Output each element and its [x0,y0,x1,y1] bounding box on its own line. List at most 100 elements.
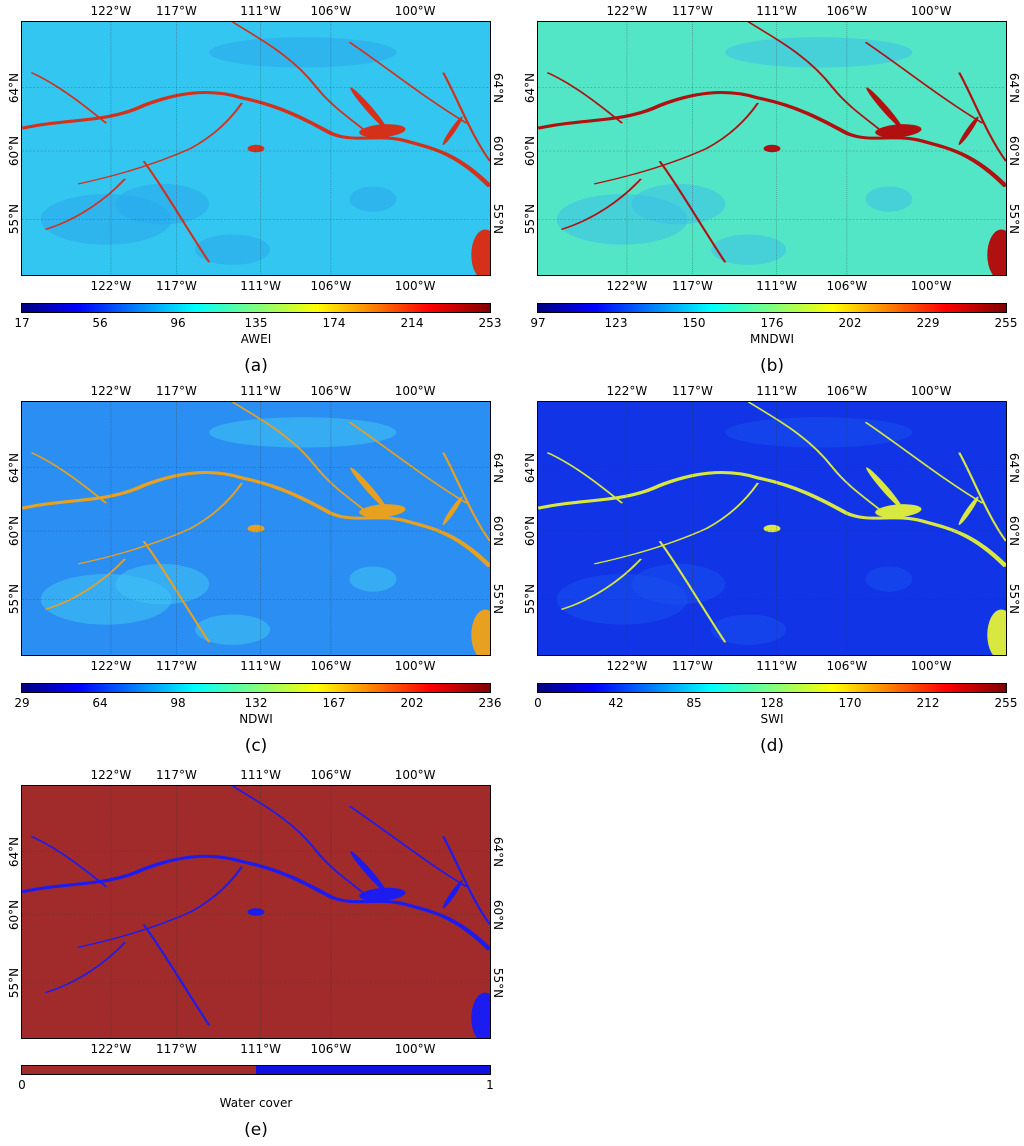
lon-label-bot: 117°W [156,279,197,293]
colorbar-tick-label: 253 [478,316,502,330]
lon-label-bot: 111°W [756,279,798,293]
lon-label-top: 111°W [240,4,282,18]
river-line [30,835,108,888]
lon-label-bot: 100°W [394,279,436,293]
map-d [537,401,1007,656]
colorbar-tick-label: 167 [322,696,346,710]
lat-label-left: 60°N [7,515,21,547]
river-line [22,91,490,188]
colorbar-b [537,303,1007,313]
river-line [442,72,490,162]
lon-label-top: 122°W [90,4,132,18]
colorbar-tick-label: 174 [322,316,346,330]
river-line [546,72,624,124]
land-patch [195,234,271,265]
colorbar-tick-label: 17 [14,316,30,330]
lon-label-top: 106°W [310,768,352,782]
river-line [44,178,127,231]
river-line [348,41,468,124]
colorbar-tick-label: 236 [478,696,502,710]
lat-label-left: 60°N [523,135,537,167]
lon-label-bot: 106°W [310,1042,352,1056]
lon-label-bot: 117°W [156,1042,197,1056]
colorbar-segment-1 [256,1066,490,1074]
lon-label-bot: 111°W [756,659,798,673]
river-line [348,421,468,504]
land-patch [209,417,397,448]
lon-label-top: 122°W [90,768,132,782]
lat-label-right: 60°N [1007,135,1021,167]
colorbar-tick-label: 255 [994,696,1018,710]
colorbar-tick-label: 132 [244,696,268,710]
panel-caption: (d) [759,736,785,756]
lake-shape [866,87,903,129]
lat-label-left: 64°N [523,72,537,103]
colorbar-gradient [538,684,1006,692]
river-line [231,786,370,898]
river-line [958,452,1006,542]
lon-label-bot: 111°W [240,279,282,293]
colorbar-tick-label: 98 [170,696,186,710]
river-line [538,471,1006,568]
colorbar-segment-0 [22,1066,256,1074]
river-line [142,924,211,1026]
lake-shape [359,504,406,518]
lon-label-bot: 100°W [394,1042,436,1056]
lon-label-top: 117°W [672,4,713,18]
lake-shape [442,116,463,146]
land-patch [711,234,787,265]
lake-shape [359,124,406,138]
lat-label-right: 64°N [491,836,505,867]
lon-label-bot: 122°W [90,279,132,293]
lat-label-right: 60°N [1007,515,1021,547]
colorbar-gradient [538,304,1006,312]
lat-label-right: 64°N [1007,72,1021,103]
lon-label-bot: 117°W [672,279,713,293]
river-line [30,72,108,124]
lake-shape [866,467,903,509]
lat-label-right: 55°N [1007,584,1021,615]
river-line [442,836,490,925]
colorbar-gradient [22,304,490,312]
colorbar-title: SWI [760,712,784,726]
lon-label-top: 117°W [156,4,197,18]
river-line [44,558,127,611]
lon-label-bot: 122°W [90,659,132,673]
lon-label-top: 106°W [826,4,868,18]
colorbar-tick-label: 56 [92,316,108,330]
river-line [22,854,490,951]
lon-label-top: 111°W [240,768,282,782]
lon-label-top: 117°W [156,384,197,398]
lon-label-bot: 106°W [310,659,352,673]
panel-caption: (c) [244,736,268,756]
colorbar-e [21,1065,491,1075]
land-patch [631,183,726,225]
river-line [44,941,127,994]
lat-label-left: 55°N [523,204,537,235]
lake-shape [442,496,463,526]
lon-label-bot: 122°W [606,659,648,673]
river-line [658,540,727,643]
river-line [593,482,760,565]
lon-label-top: 100°W [394,384,436,398]
panel-caption: (a) [244,356,268,376]
river-line [593,102,760,185]
map-c [21,401,491,656]
colorbar-tick-label: 85 [686,696,702,710]
lon-label-bot: 100°W [394,659,436,673]
lon-label-bot: 122°W [90,1042,132,1056]
land-patch [349,566,397,592]
lon-label-bot: 106°W [310,279,352,293]
colorbar-a [21,303,491,313]
lake-shape [875,124,922,138]
lake-shape [987,609,1006,655]
colorbar-tick-label: 1 [486,1078,494,1092]
lake-shape [763,524,781,533]
colorbar-tick-label: 229 [916,316,940,330]
colorbar-c [21,683,491,693]
colorbar-title: MNDWI [750,332,794,346]
panel-d: 122°W 122°W 117°W 117°W 111°W 111°W 106°W 106°W… [516,384,1024,762]
lat-label-right: 55°N [491,967,505,998]
colorbar-tick-label: 150 [682,316,706,330]
lon-label-bot: 106°W [826,659,868,673]
